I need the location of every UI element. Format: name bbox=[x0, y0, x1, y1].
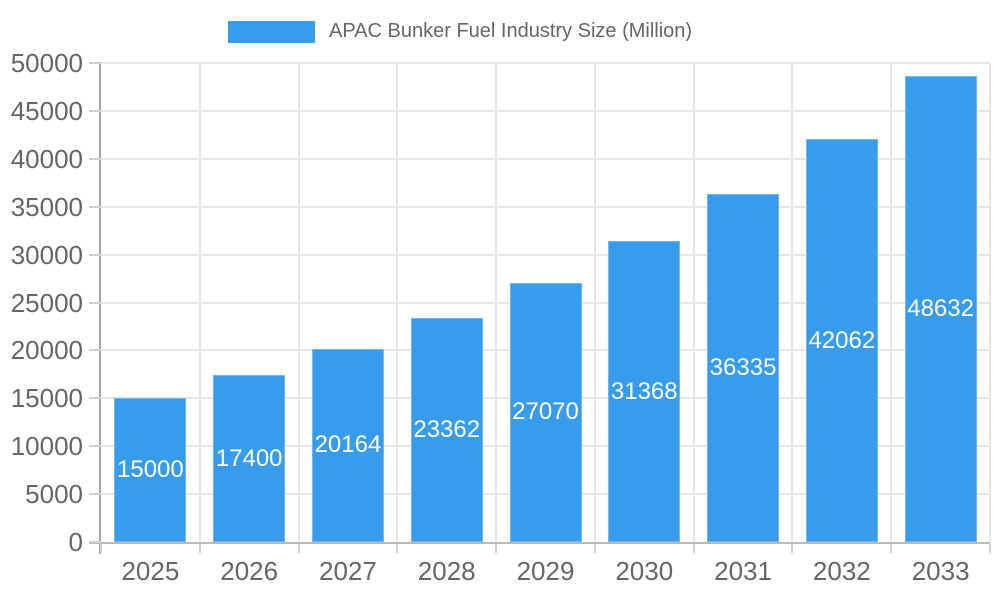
bar[interactable] bbox=[311, 348, 384, 542]
x-gridline bbox=[297, 63, 300, 542]
y-axis-tick bbox=[89, 397, 101, 400]
y-axis-tick bbox=[89, 301, 101, 304]
x-tick-label: 2028 bbox=[417, 556, 476, 586]
x-gridline bbox=[495, 63, 498, 542]
y-gridline bbox=[101, 157, 990, 160]
y-axis-tick bbox=[89, 253, 101, 256]
y-gridline bbox=[101, 205, 990, 208]
x-tick-label: 2030 bbox=[615, 556, 674, 586]
y-axis-tick bbox=[89, 349, 101, 352]
bar[interactable] bbox=[114, 398, 187, 542]
y-tick-label: 50000 bbox=[10, 48, 83, 78]
y-axis-tick bbox=[89, 109, 101, 112]
bar[interactable] bbox=[608, 241, 681, 542]
y-axis-tick bbox=[89, 62, 101, 64]
bar[interactable] bbox=[805, 139, 878, 542]
bar[interactable] bbox=[410, 318, 483, 542]
y-tick-label: 35000 bbox=[10, 191, 83, 222]
y-tick-label: 15000 bbox=[10, 383, 83, 414]
y-axis-tick bbox=[89, 541, 101, 543]
x-axis-tick bbox=[297, 544, 300, 553]
y-axis-tick bbox=[89, 493, 101, 496]
y-gridline bbox=[101, 62, 990, 64]
x-axis-line bbox=[89, 542, 990, 544]
y-axis-line bbox=[99, 63, 101, 554]
y-axis-tick bbox=[89, 157, 101, 160]
x-axis-tick bbox=[593, 544, 596, 553]
y-axis-tick bbox=[89, 445, 101, 448]
y-tick-label: 0 bbox=[68, 527, 83, 557]
legend-item[interactable]: APAC Bunker Fuel Industry Size (Million) bbox=[228, 20, 692, 43]
x-axis-tick bbox=[890, 544, 893, 553]
y-tick-label: 40000 bbox=[10, 143, 83, 174]
x-tick-label: 2025 bbox=[121, 556, 180, 586]
legend-label: APAC Bunker Fuel Industry Size (Million) bbox=[329, 20, 693, 42]
x-gridline bbox=[791, 63, 794, 542]
y-gridline bbox=[101, 109, 990, 112]
x-tick-label: 2026 bbox=[220, 556, 279, 586]
bar[interactable] bbox=[707, 193, 780, 542]
x-tick-label: 2031 bbox=[714, 556, 772, 586]
x-axis-tick bbox=[791, 544, 794, 553]
y-tick-label: 5000 bbox=[25, 479, 83, 510]
x-axis-tick bbox=[198, 544, 201, 553]
x-gridline bbox=[692, 63, 695, 542]
x-gridline bbox=[396, 63, 399, 542]
x-axis-tick bbox=[495, 544, 498, 553]
y-gridline bbox=[101, 253, 990, 256]
y-tick-label: 45000 bbox=[10, 95, 83, 126]
y-tick-label: 20000 bbox=[10, 335, 83, 366]
legend-swatch bbox=[228, 20, 315, 43]
x-axis-tick bbox=[989, 544, 991, 553]
x-tick-label: 2032 bbox=[812, 556, 871, 586]
x-gridline bbox=[890, 63, 893, 542]
x-tick-label: 2029 bbox=[516, 556, 575, 586]
x-axis-tick bbox=[692, 544, 695, 553]
x-tick-label: 2033 bbox=[911, 556, 970, 586]
x-axis-tick bbox=[100, 544, 102, 553]
x-tick-label: 2027 bbox=[319, 556, 377, 586]
x-gridline bbox=[593, 63, 596, 542]
plot-area: 0 5000 10000 15000 20000 25000 30000 35000 40000… bbox=[11, 48, 991, 586]
y-tick-label: 10000 bbox=[10, 431, 83, 462]
bar[interactable] bbox=[904, 76, 977, 542]
x-gridline bbox=[198, 63, 201, 542]
x-gridline bbox=[989, 63, 991, 542]
y-tick-label: 25000 bbox=[10, 287, 83, 318]
y-axis-tick bbox=[89, 205, 101, 208]
bar[interactable] bbox=[509, 282, 582, 542]
bar[interactable] bbox=[213, 375, 286, 542]
x-axis-tick bbox=[396, 544, 399, 553]
y-tick-label: 30000 bbox=[10, 239, 83, 270]
